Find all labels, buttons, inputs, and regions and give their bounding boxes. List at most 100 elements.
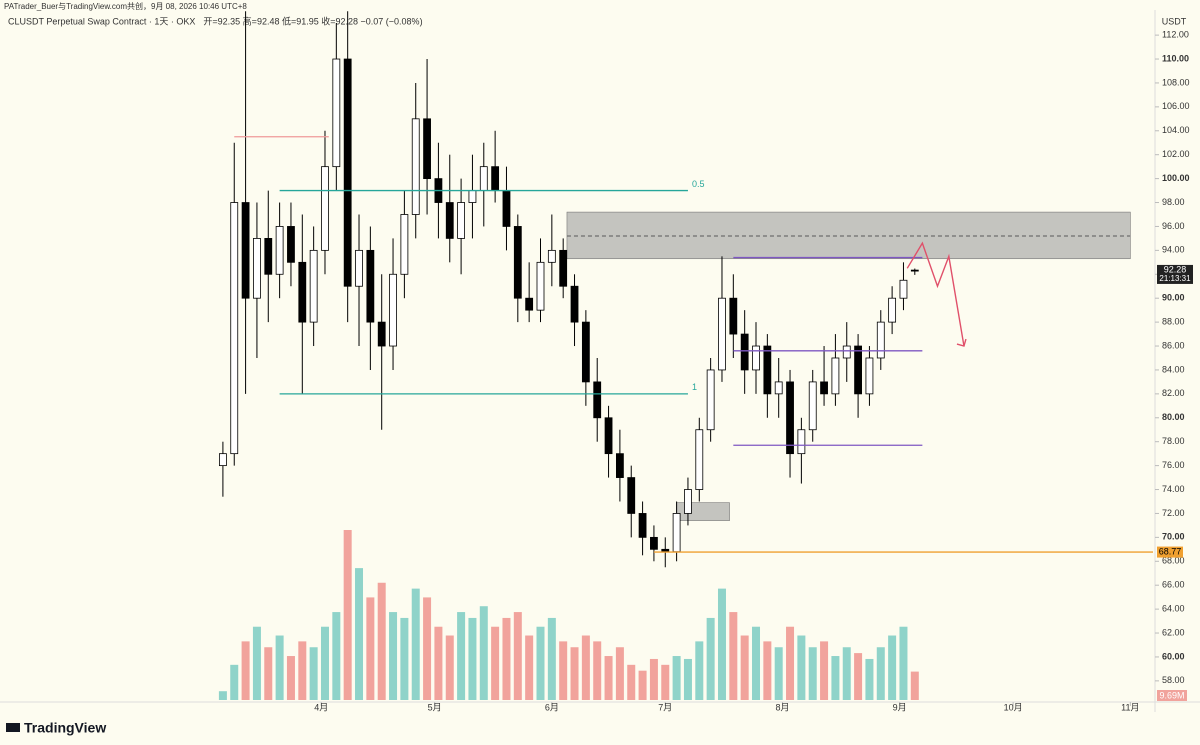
candle-body [377,321,386,347]
y-tick-label: 100.00 [1162,173,1190,183]
volume-bar [468,617,477,700]
volume-label: 9.69M [1159,690,1184,700]
volume-bar [695,641,704,700]
volume-bar [309,647,318,700]
volume-bar [649,658,658,700]
volume-bar [559,641,568,700]
candle-body [309,249,318,323]
volume-bar [355,568,364,700]
candle-body [547,249,556,263]
volume-bar [343,530,352,700]
volume-bar [615,647,624,700]
x-tick-label: 10月 [1004,702,1023,712]
candle-body [219,453,227,467]
y-tick-label: 108.00 [1162,77,1190,87]
candle-body [298,261,307,323]
volume-bar [377,582,386,700]
level-axis-label: 68.77 [1159,546,1182,556]
candle-body [355,249,363,287]
volume-bar [389,612,398,700]
candle-body [831,357,840,395]
y-tick-label: 110.00 [1162,53,1189,63]
candle-body [899,279,908,299]
candle-body [275,226,284,275]
volume-bar [672,656,681,700]
volume-bar [502,617,511,700]
volume-bar [593,641,602,700]
volume-bar [820,641,829,700]
volume-bar [808,647,817,700]
volume-bar [661,664,670,700]
volume-bar [241,641,250,700]
candle-body [253,238,261,299]
candle-body [389,273,397,347]
volume-bar [366,597,375,700]
y-tick-label: 62.00 [1162,627,1185,637]
candle-body [786,381,794,455]
candle-body [525,297,534,311]
candle-body [570,285,579,323]
volume-bar [763,641,772,700]
y-tick-label: 98.00 [1162,197,1185,207]
x-tick-label: 11月 [1121,702,1139,712]
volume-bar [797,635,806,700]
y-tick-label: 82.00 [1162,388,1185,398]
candle-body [264,238,273,275]
candle-body [604,417,613,455]
volume-bar [876,647,885,700]
candle-body [343,58,352,287]
candle-body [876,321,885,359]
volume-bar [457,612,466,700]
volume-bar [332,612,341,700]
volume-bar [547,617,556,700]
y-tick-label: 102.00 [1162,149,1190,159]
volume-bar [706,617,715,700]
volume-bar [683,658,692,700]
candle-body [740,333,749,371]
volume-bar [729,612,738,700]
y-tick-label: 66.00 [1162,580,1185,590]
volume-bar [445,635,454,700]
volume-bar [752,626,761,700]
y-tick-label: 86.00 [1162,340,1185,350]
volume-bar [570,647,579,700]
volume-bar [400,617,409,700]
x-tick-label: 9月 [893,702,907,712]
candle-body [502,190,511,227]
candle-body [287,226,295,263]
volume-bar [536,626,545,700]
candle-body [638,513,647,538]
candle-body [718,297,726,371]
volume-bar [298,641,307,700]
y-tick-label: 80.00 [1162,412,1185,422]
candle-body [241,202,250,299]
volume-bar [411,588,420,700]
countdown: 21:13:31 [1159,274,1191,283]
candle-body [445,202,454,239]
volume-bar [479,606,488,700]
candle-body [332,58,341,168]
candle-body [763,345,772,395]
volume-bar [275,635,284,700]
volume-bar [604,656,613,700]
volume-bar [434,626,443,700]
level-label: 1 [692,382,697,392]
level-label: 0.5 [692,179,705,189]
candle-body [842,345,851,359]
volume-bar [491,626,500,700]
candle-body [820,381,828,395]
volume-bar [264,647,273,700]
y-tick-label: 74.00 [1162,484,1185,494]
volume-bar [865,658,874,700]
volume-bar [627,664,636,700]
candle-body [672,513,681,553]
y-tick-label: 106.00 [1162,101,1190,111]
candle-body [468,190,477,203]
x-tick-label: 7月 [658,702,672,712]
candle-body [411,118,420,215]
candle-body [491,166,500,191]
chart-title: CLUSDT Perpetual Swap Contract · 1天 · OK… [8,16,195,26]
candle-body [479,166,488,191]
candle-body [457,202,465,239]
